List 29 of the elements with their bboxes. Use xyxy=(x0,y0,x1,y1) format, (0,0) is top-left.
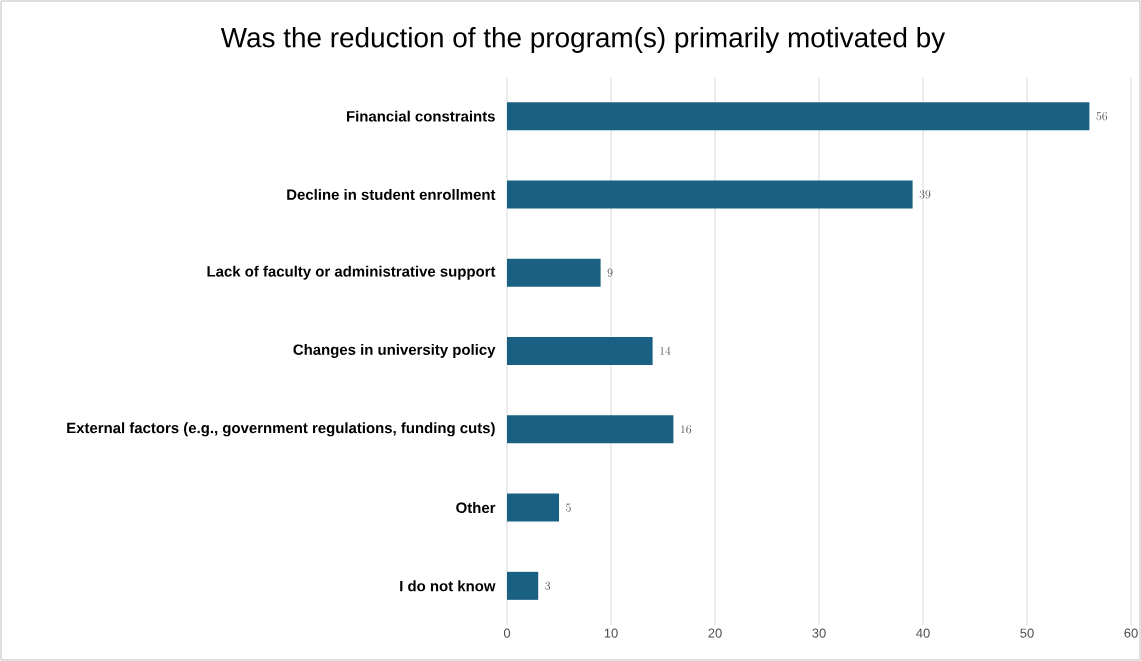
data-label: 56 xyxy=(1096,112,1108,121)
x-tick-label: 50 xyxy=(1020,628,1034,638)
data-label: 39 xyxy=(919,190,931,199)
data-label: 5 xyxy=(566,503,571,512)
y-tick-label: External factors (e.g., government regulations, funding cuts) xyxy=(67,422,495,437)
bar xyxy=(507,415,674,444)
data-label: 3 xyxy=(545,581,551,590)
x-tick-label: 20 xyxy=(708,628,722,638)
y-tick-label: Financial constraints xyxy=(347,110,495,122)
x-tick-label: 0 xyxy=(503,628,511,638)
y-tick-label: I do not know xyxy=(400,580,496,592)
bar xyxy=(507,571,539,600)
bar xyxy=(507,102,1090,131)
bar xyxy=(507,258,601,287)
bar xyxy=(507,493,560,522)
y-tick-label: Decline in student enrollment xyxy=(287,188,496,200)
bar xyxy=(507,180,913,209)
data-label: 14 xyxy=(660,346,671,355)
x-tick-label: 60 xyxy=(1124,628,1138,638)
x-tick-label: 10 xyxy=(604,628,618,638)
x-tick-label: 30 xyxy=(812,628,826,638)
data-label: 16 xyxy=(681,425,692,434)
bar xyxy=(507,336,653,365)
y-tick-label: Other xyxy=(456,502,496,514)
y-tick-label: Changes in university policy xyxy=(293,344,496,358)
x-tick-label: 40 xyxy=(916,628,930,638)
data-label: 9 xyxy=(607,268,613,277)
y-tick-label: Lack of faculty or administrative support xyxy=(207,265,496,280)
chart-title: Was the reduction of the program(s) primarily motivated by xyxy=(220,27,946,53)
